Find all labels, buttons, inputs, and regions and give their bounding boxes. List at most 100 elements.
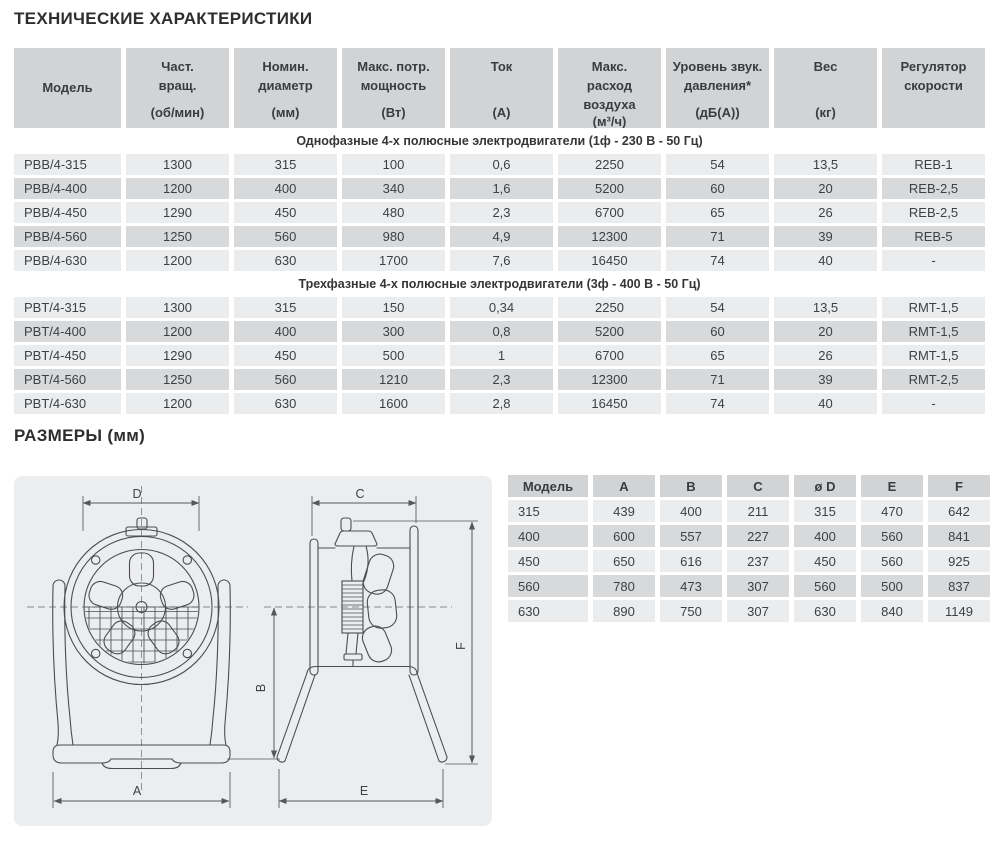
dims-header-c: C xyxy=(727,475,789,497)
table-cell: 315 xyxy=(234,297,337,318)
table-cell: 2250 xyxy=(558,297,661,318)
dims-header-d: ø D xyxy=(794,475,856,497)
table-cell: 2,3 xyxy=(450,369,553,390)
table-cell: 54 xyxy=(666,297,769,318)
table-cell: 12300 xyxy=(558,369,661,390)
table-cell: 65 xyxy=(666,345,769,366)
stand-front xyxy=(52,579,231,770)
table-cell: 450 xyxy=(508,550,588,572)
dim-label-b: B xyxy=(254,684,268,692)
table-cell: 1200 xyxy=(126,321,229,342)
table-cell: 0,6 xyxy=(450,154,553,175)
table-cell: 400 xyxy=(660,500,722,522)
col-header-regulator: Регулятор скорости xyxy=(882,48,985,128)
section-three-phase: Трехфазные 4-х полюсные электродвигатели… xyxy=(14,274,985,294)
table-cell: 630 xyxy=(234,393,337,414)
table-cell: 560 xyxy=(508,575,588,597)
table-cell: 890 xyxy=(593,600,655,622)
table-cell: 4,9 xyxy=(450,226,553,247)
table-cell: 642 xyxy=(928,500,990,522)
table-cell: 2,8 xyxy=(450,393,553,414)
table-cell: 560 xyxy=(234,369,337,390)
table-cell: 60 xyxy=(666,178,769,199)
table-row: PBT/4-630 1200 630 1600 2,8 16450 74 40- xyxy=(14,393,985,414)
housing-rear-wall xyxy=(409,525,419,676)
table-cell: 5200 xyxy=(558,321,661,342)
section-label: Однофазные 4-х полюсные электродвигатели… xyxy=(14,131,985,151)
table-cell: 0,34 xyxy=(450,297,553,318)
table-cell: 315 xyxy=(508,500,588,522)
table-cell: 630 xyxy=(234,250,337,271)
table-cell: PBT/4-400 xyxy=(14,321,121,342)
dim-label-e: E xyxy=(360,784,368,798)
table-cell: 1149 xyxy=(928,600,990,622)
table-cell: 6700 xyxy=(558,202,661,223)
table-cell: 13,5 xyxy=(774,154,877,175)
table-cell: 1200 xyxy=(126,393,229,414)
carry-handle-side xyxy=(340,517,352,532)
table-cell: 16450 xyxy=(558,250,661,271)
table-cell: 40 xyxy=(774,393,877,414)
table-cell: 400 xyxy=(234,178,337,199)
table-cell: PBB/4-400 xyxy=(14,178,121,199)
table-cell: 841 xyxy=(928,525,990,547)
table-cell: RMT-1,5 xyxy=(882,321,985,342)
table-cell: 227 xyxy=(727,525,789,547)
table-cell: 315 xyxy=(794,500,856,522)
table-cell: 560 xyxy=(861,550,923,572)
table-cell: 1290 xyxy=(126,202,229,223)
table-cell: RMT-2,5 xyxy=(882,369,985,390)
table-cell: 400 xyxy=(508,525,588,547)
table-cell: 20 xyxy=(774,321,877,342)
table-cell: REB-2,5 xyxy=(882,202,985,223)
table-cell: 39 xyxy=(774,226,877,247)
table-cell: 307 xyxy=(727,600,789,622)
section-single-phase: Однофазные 4-х полюсные электродвигатели… xyxy=(14,131,985,151)
table-cell: REB-2,5 xyxy=(882,178,985,199)
table-cell: 65 xyxy=(666,202,769,223)
table-cell: 1200 xyxy=(126,178,229,199)
table-cell: 150 xyxy=(342,297,445,318)
table-cell: 500 xyxy=(861,575,923,597)
table-cell: 630 xyxy=(794,600,856,622)
fan-technical-drawing: D A C E B F xyxy=(27,486,478,808)
table-row: 560 780 473 307 560 500 837 xyxy=(508,575,990,597)
table-cell: 300 xyxy=(342,321,445,342)
table-cell: 40 xyxy=(774,250,877,271)
col-header-power: Макс. потр. мощность (Вт) xyxy=(342,48,445,128)
carry-handle-front xyxy=(136,517,148,530)
table-cell: PBB/4-630 xyxy=(14,250,121,271)
table-row: PBT/4-315 1300 315 150 0,34 2250 54 13,5 RMT-1,5 xyxy=(14,297,985,318)
table-row: 400 600 557 227 400 560 841 xyxy=(508,525,990,547)
table-cell: 450 xyxy=(234,345,337,366)
table-cell: 450 xyxy=(234,202,337,223)
table-cell: - xyxy=(882,250,985,271)
page-title: ТЕХНИЧЕСКИЕ ХАРАКТЕРИСТИКИ xyxy=(14,9,313,28)
table-cell: PBB/4-450 xyxy=(14,202,121,223)
table-cell: 439 xyxy=(593,500,655,522)
table-row: PBB/4-315 1300 315 100 0,6 2250 54 13,5 REB-1 xyxy=(14,154,985,175)
table-cell: 470 xyxy=(861,500,923,522)
table-cell: 71 xyxy=(666,369,769,390)
dims-header-b: B xyxy=(660,475,722,497)
table-cell: 60 xyxy=(666,321,769,342)
table-cell: 100 xyxy=(342,154,445,175)
spec-table-header: Модель Част. вращ. (об/мин) Номин. диамет… xyxy=(14,48,985,128)
table-cell: 7,6 xyxy=(450,250,553,271)
table-cell: 616 xyxy=(660,550,722,572)
col-header-model: Модель xyxy=(14,48,121,128)
table-cell: 39 xyxy=(774,369,877,390)
table-cell: 980 xyxy=(342,226,445,247)
col-header-weight: Вес (кг) xyxy=(774,48,877,128)
table-cell: 560 xyxy=(234,226,337,247)
table-cell: 2250 xyxy=(558,154,661,175)
dimensions-title: РАЗМЕРЫ (мм) xyxy=(14,426,146,445)
fan-front-view xyxy=(52,517,231,770)
table-cell: PBT/4-630 xyxy=(14,393,121,414)
dims-header-f: F xyxy=(928,475,990,497)
table-cell: 1300 xyxy=(126,154,229,175)
table-cell: 650 xyxy=(593,550,655,572)
col-header-speed: Част. вращ. (об/мин) xyxy=(126,48,229,128)
table-cell: 20 xyxy=(774,178,877,199)
table-cell: 560 xyxy=(794,575,856,597)
